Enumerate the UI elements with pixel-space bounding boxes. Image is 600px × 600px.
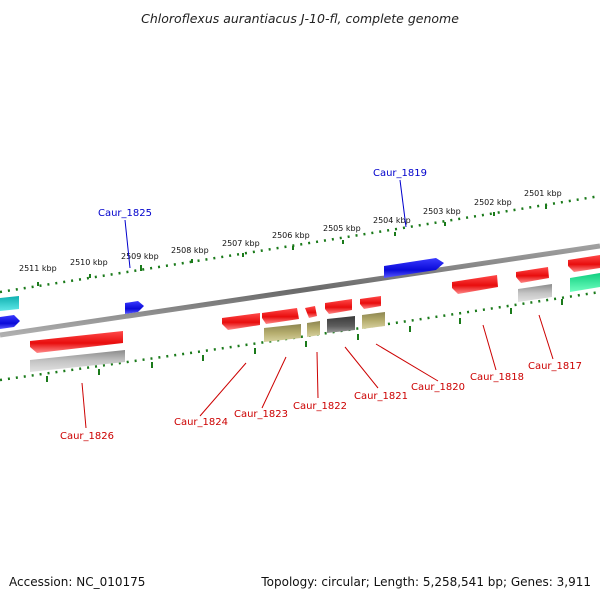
accession-text: Accession: NC_010175	[9, 575, 145, 589]
gene-arrow-left-edge-blue[interactable]	[0, 315, 20, 329]
kbp-label: 2505 kbp	[323, 224, 361, 233]
forward-gene-labels: Caur_1826 Caur_1824 Caur_1823 Caur_1822 …	[60, 361, 582, 442]
gene-olive-1822[interactable]	[307, 321, 320, 337]
lower-ruler	[0, 290, 600, 382]
gene-arrow-caur-1818[interactable]	[452, 275, 498, 294]
gene-label-caur-1819[interactable]: Caur_1819	[373, 168, 427, 179]
forward-leader-lines	[81, 314, 554, 429]
genome-backbone	[0, 243, 600, 338]
reverse-leader-lines	[124, 179, 407, 269]
map-title: Chloroflexus aurantiacus J-10-fl, comple…	[141, 11, 459, 26]
kbp-label: 2511 kbp	[19, 264, 57, 273]
kbp-label: 2508 kbp	[171, 246, 209, 255]
gene-label-caur-1826[interactable]: Caur_1826	[60, 431, 114, 442]
kbp-label: 2503 kbp	[423, 207, 461, 216]
gene-olive-1820[interactable]	[362, 312, 385, 329]
gene-olive-1823[interactable]	[264, 324, 301, 342]
gene-arrow-caur-1819[interactable]	[384, 258, 444, 278]
gene-arrow-caur-1820[interactable]	[360, 296, 381, 309]
gene-arrow-left-edge-cyan[interactable]	[0, 296, 19, 311]
gene-label-caur-1820[interactable]: Caur_1820	[411, 382, 465, 393]
gene-arrow-caur-1821[interactable]	[325, 299, 352, 314]
upper-ruler	[0, 194, 600, 294]
forward-strand-genes	[30, 255, 600, 372]
kbp-label: 2502 kbp	[474, 198, 512, 207]
gene-label-caur-1823[interactable]: Caur_1823	[234, 409, 288, 420]
reverse-gene-labels: Caur_1825 Caur_1819	[98, 168, 427, 219]
gene-label-caur-1818[interactable]: Caur_1818	[470, 372, 524, 383]
gene-arrow-right-edge-red[interactable]	[568, 255, 600, 272]
kbp-label: 2501 kbp	[524, 189, 562, 198]
kbp-label: 2504 kbp	[373, 216, 411, 225]
gene-arrow-right-edge-green[interactable]	[570, 273, 600, 292]
gene-dark-1821[interactable]	[327, 316, 355, 333]
upper-ruler-labels: 2511 kbp 2510 kbp 2509 kbp 2508 kbp 2507…	[19, 189, 562, 273]
kbp-label: 2510 kbp	[70, 258, 108, 267]
reverse-strand-genes	[0, 258, 444, 329]
gene-arrow-caur-1824[interactable]	[222, 313, 260, 330]
kbp-label: 2506 kbp	[272, 231, 310, 240]
gene-arrow-caur-1817[interactable]	[516, 267, 549, 283]
genome-summary-text: Topology: circular; Length: 5,258,541 bp…	[260, 575, 591, 589]
gene-label-caur-1822[interactable]: Caur_1822	[293, 401, 347, 412]
gene-label-caur-1824[interactable]: Caur_1824	[174, 417, 228, 428]
gene-arrow-caur-1826[interactable]	[30, 331, 123, 353]
gene-arrow-caur-1823[interactable]	[262, 308, 299, 324]
gene-arrow-caur-1822[interactable]	[305, 306, 317, 318]
gene-label-caur-1817[interactable]: Caur_1817	[528, 361, 582, 372]
kbp-label: 2507 kbp	[222, 239, 260, 248]
gene-arrow-caur-1825[interactable]	[125, 301, 144, 314]
gene-label-caur-1821[interactable]: Caur_1821	[354, 391, 408, 402]
kbp-label: 2509 kbp	[121, 252, 159, 261]
gene-rna-1826[interactable]	[30, 350, 125, 372]
gene-label-caur-1825[interactable]: Caur_1825	[98, 208, 152, 219]
gene-rna-1817[interactable]	[518, 284, 552, 302]
